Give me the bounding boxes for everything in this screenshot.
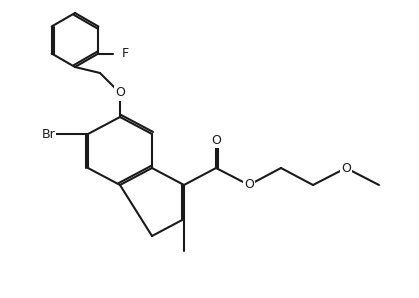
Text: O: O <box>341 162 351 175</box>
Text: O: O <box>211 134 221 147</box>
Text: O: O <box>115 86 125 100</box>
Text: F: F <box>122 47 129 60</box>
Text: Br: Br <box>41 128 55 140</box>
Text: O: O <box>244 179 254 192</box>
